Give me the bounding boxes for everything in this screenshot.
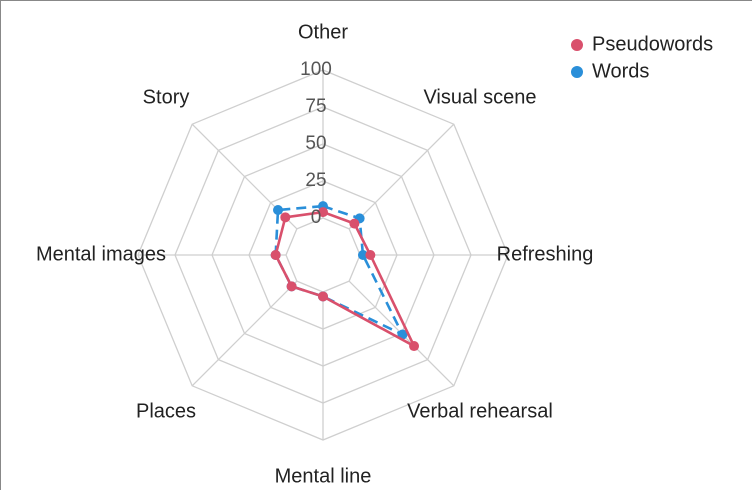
point	[318, 291, 328, 302]
point	[318, 207, 328, 218]
spoke	[191, 280, 298, 387]
point	[357, 250, 368, 260]
legend-marker	[571, 39, 583, 51]
axis-label: Mental line	[275, 465, 372, 487]
r-tick-label: 100	[300, 59, 332, 80]
legend-label: Words	[592, 60, 649, 82]
point	[270, 250, 281, 260]
legend-marker	[571, 66, 583, 78]
axis-label: Refreshing	[497, 243, 594, 265]
point	[409, 341, 420, 352]
r-tick-label: 0	[311, 207, 322, 228]
axis-label: Story	[143, 86, 190, 108]
legend-label: Pseudowords	[592, 33, 713, 55]
r-tick-label: 75	[305, 96, 326, 117]
r-tick-label: 25	[305, 170, 326, 191]
axis-label: Other	[298, 21, 348, 43]
point	[286, 281, 297, 292]
axis-label: Mental images	[36, 243, 166, 265]
axis-label: Verbal rehearsal	[407, 400, 553, 422]
axis-label: Visual scene	[423, 86, 536, 108]
point	[272, 204, 283, 215]
spoke	[348, 123, 455, 230]
point	[280, 212, 291, 223]
axis-label: Places	[136, 400, 196, 422]
series-line	[274, 204, 406, 338]
point	[365, 250, 376, 260]
r-tick-label: 50	[305, 133, 326, 154]
point	[349, 218, 360, 229]
